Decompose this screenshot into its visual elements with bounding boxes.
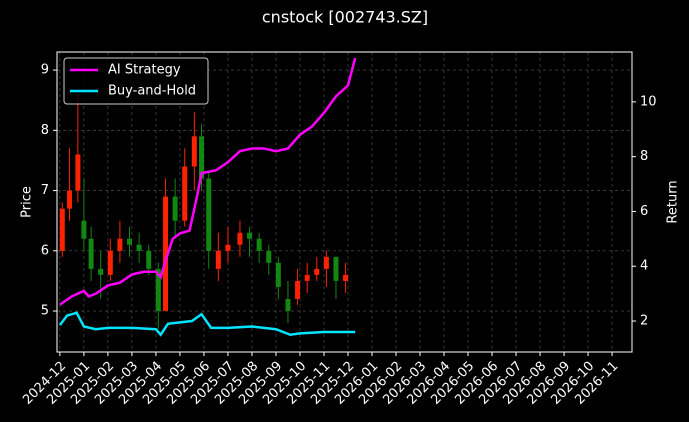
candle-body <box>117 238 123 251</box>
candle-body <box>237 232 243 245</box>
y2-tick-label: 8 <box>640 149 648 164</box>
legend-box <box>63 57 209 105</box>
candle-body <box>163 196 169 312</box>
candle-body <box>266 250 272 263</box>
candle-body <box>81 220 87 239</box>
candle-body <box>247 232 253 239</box>
y2-tick-label: 6 <box>640 204 648 219</box>
candle-body <box>182 166 188 221</box>
candle-body <box>333 256 339 281</box>
candle-body <box>206 178 212 251</box>
y-tick-label: 8 <box>41 123 49 138</box>
candle-body <box>304 274 310 281</box>
candle-body <box>127 238 133 245</box>
candle-body <box>323 256 329 269</box>
y-tick-label: 7 <box>41 183 49 198</box>
candle-body <box>295 280 301 299</box>
plot-frame <box>56 51 633 353</box>
candle-body <box>146 250 152 269</box>
candle-body <box>88 238 94 269</box>
legend-label: AI Strategy <box>108 63 181 78</box>
candle-body <box>225 244 231 251</box>
y2-tick-label: 10 <box>640 94 657 109</box>
y-tick-label: 6 <box>41 243 49 258</box>
candle-body <box>136 244 142 251</box>
candle-body <box>155 268 161 312</box>
candle-body <box>75 154 81 191</box>
y-tick-label: 9 <box>41 63 49 78</box>
chart-title: cnstock [002743.SZ] <box>262 8 428 27</box>
candle-body <box>215 250 221 269</box>
candle-body <box>191 136 197 167</box>
legend-label: Buy-and-Hold <box>108 84 196 99</box>
candle-body <box>343 274 349 281</box>
y2-axis-label: Return <box>666 180 681 223</box>
candle-body <box>98 268 104 275</box>
y2-tick-label: 2 <box>640 314 648 329</box>
line <box>58 311 356 337</box>
candle-body <box>256 238 262 251</box>
candle-body <box>107 250 113 275</box>
y-axis-label: Price <box>20 186 35 218</box>
candle-body <box>66 190 72 209</box>
candle-body <box>275 262 281 287</box>
candle-body <box>314 268 320 275</box>
candle-body <box>172 196 178 221</box>
candle-body <box>59 208 65 251</box>
y2-tick-label: 4 <box>640 259 648 274</box>
line <box>59 57 357 306</box>
y-tick-label: 5 <box>41 304 49 319</box>
candle-body <box>285 298 291 312</box>
candle-body <box>199 136 205 179</box>
